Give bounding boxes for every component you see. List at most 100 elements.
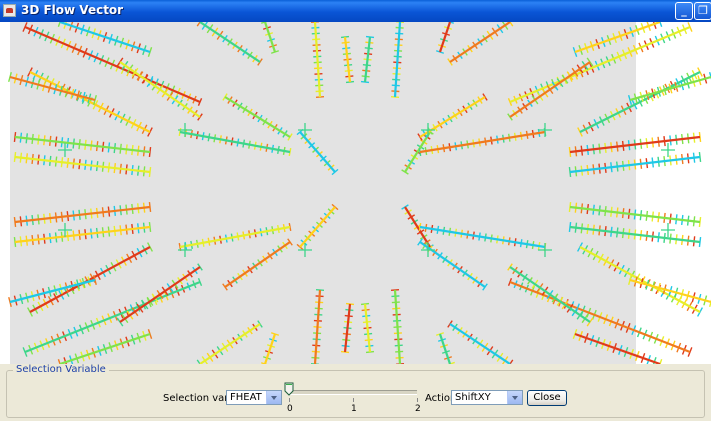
vector-stem — [24, 25, 201, 104]
vector-endpoint-marker — [421, 123, 435, 137]
vector-stem — [9, 278, 96, 304]
slider-tick — [353, 398, 354, 402]
vector-stem — [14, 225, 151, 244]
vector-stem — [14, 205, 151, 224]
vector-tick — [447, 361, 455, 364]
vector-tick — [260, 22, 268, 24]
vector-endpoint-marker — [58, 143, 72, 157]
vector-stem — [363, 36, 372, 83]
vector-endpoint-marker — [58, 223, 72, 237]
vector-endpoint-marker — [661, 143, 675, 157]
vector-stem — [29, 71, 151, 133]
action-combo[interactable]: ShiftXY — [451, 390, 523, 405]
vector-tick — [57, 359, 61, 364]
slider-thumb[interactable] — [284, 382, 294, 396]
vector-stem — [179, 225, 291, 249]
chevron-down-icon[interactable] — [507, 391, 522, 404]
selection-variable-combo[interactable]: FHEAT — [226, 390, 282, 405]
vector-stem — [574, 22, 661, 54]
minimize-icon: _ — [681, 4, 687, 17]
slider-tick-label: 2 — [415, 404, 421, 414]
maximize-button[interactable]: ❐ — [694, 2, 711, 20]
vector-endpoint-marker — [298, 243, 312, 257]
vector-tick — [509, 359, 514, 364]
vector-endpoint-marker — [178, 123, 192, 137]
action-value: ShiftXY — [455, 392, 491, 403]
vector-stem — [509, 25, 691, 104]
group-title: Selection Variable — [13, 364, 109, 375]
close-button[interactable]: Close — [527, 390, 567, 406]
vector-tick — [659, 359, 663, 364]
vector-stem — [404, 131, 431, 173]
vector-stem — [393, 289, 402, 364]
slider-tick-label: 1 — [351, 404, 357, 414]
vector-stem — [449, 323, 511, 364]
window-title: 3D Flow Vector — [21, 3, 124, 17]
vector-stem — [343, 36, 352, 83]
vector-stem — [509, 266, 591, 323]
vector-stem — [29, 246, 151, 313]
vector-tick — [708, 71, 711, 80]
vector-stem — [579, 71, 701, 133]
vector-stem — [199, 323, 261, 364]
vector-stem — [569, 225, 701, 244]
vector-stem — [579, 246, 701, 313]
vector-stem — [263, 333, 277, 364]
vector-endpoint-marker — [538, 243, 552, 257]
vector-stem — [299, 131, 336, 173]
vector-stem — [404, 206, 431, 248]
vector-endpoint-marker — [538, 123, 552, 137]
vector-stem — [263, 22, 277, 53]
vector-tick — [22, 22, 28, 32]
slider-tick-label: 0 — [287, 404, 293, 414]
vector-stem — [419, 130, 546, 154]
vector-stem — [509, 280, 691, 354]
vector-tick — [659, 22, 663, 27]
vector-stem — [179, 130, 291, 154]
vector-tick — [57, 22, 61, 27]
vector-stem — [569, 155, 701, 174]
vector-stem — [438, 22, 452, 53]
vector-stem — [629, 75, 711, 102]
vector-tick — [260, 362, 268, 364]
vector-endpoint-marker — [421, 243, 435, 257]
canvas-gray-region — [10, 22, 636, 364]
vector-stem — [224, 96, 291, 138]
group-box — [6, 370, 705, 418]
java-cup-icon — [3, 4, 16, 17]
vector-stem — [569, 205, 701, 224]
chevron-down-icon[interactable] — [266, 391, 281, 404]
vector-endpoint-marker — [178, 243, 192, 257]
vector-stem — [574, 332, 661, 364]
vector-stem — [449, 22, 511, 63]
vector-stem — [509, 61, 591, 118]
vector-stem — [569, 135, 701, 154]
vector-tick — [447, 22, 455, 24]
vector-stem — [199, 22, 261, 63]
vector-tick — [196, 22, 201, 27]
title-bar[interactable]: 3D Flow Vector _ ❐ × — [0, 0, 711, 22]
vector-stem — [9, 75, 96, 102]
vector-stem — [363, 303, 372, 353]
vector-stem — [629, 278, 711, 304]
vector-stem — [119, 266, 201, 323]
selection-variable-value: FHEAT — [230, 392, 262, 403]
vector-field-canvas[interactable] — [0, 22, 711, 364]
vector-endpoint-marker — [661, 223, 675, 237]
flow-vector-view[interactable] — [0, 22, 711, 364]
vector-stem — [419, 225, 546, 249]
minimize-button[interactable]: _ — [675, 2, 693, 20]
vector-endpoint-marker — [298, 123, 312, 137]
selection-variable-label: Selection variable — [163, 393, 253, 404]
vector-stem — [393, 22, 402, 98]
vector-stem — [119, 61, 201, 118]
selection-slider-track[interactable] — [289, 390, 417, 395]
vector-tick — [509, 22, 514, 27]
vector-stem — [59, 22, 151, 54]
vector-stem — [299, 206, 336, 248]
action-label: Action — [425, 393, 457, 404]
vector-stem — [59, 332, 151, 364]
slider-tick — [289, 398, 290, 402]
vector-stem — [14, 155, 151, 174]
vector-tick — [196, 359, 201, 364]
